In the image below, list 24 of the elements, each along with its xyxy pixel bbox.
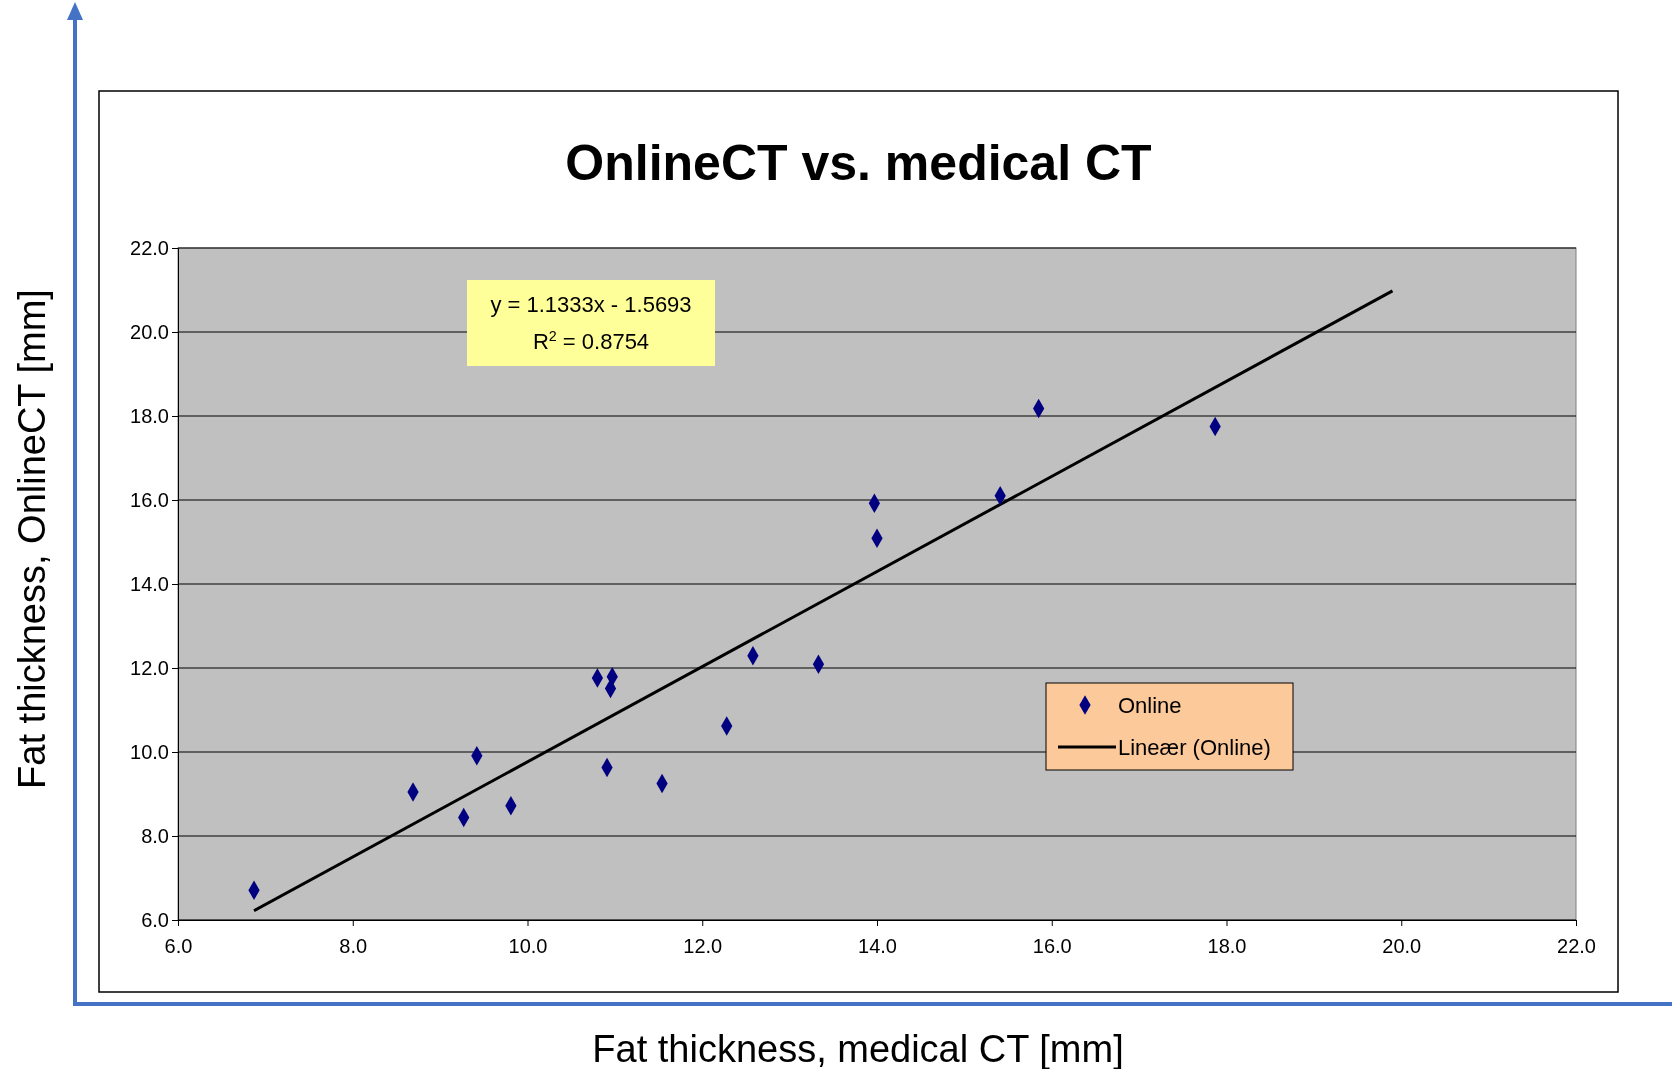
- chart-title: OnlineCT vs. medical CT: [565, 135, 1152, 191]
- legend-label: Lineær (Online): [1118, 735, 1271, 760]
- y-axis-title: Fat thickness, OnlineCT [mm]: [11, 289, 53, 789]
- x-tick-label: 22.0: [1557, 935, 1596, 957]
- x-tick-label: 12.0: [683, 935, 723, 957]
- y-tick-label: 8.0: [141, 824, 169, 847]
- x-tick-label: 10.0: [508, 935, 548, 957]
- y-tick-label: 6.0: [141, 908, 169, 931]
- y-tick-label: 10.0: [130, 740, 169, 763]
- x-tick-label: 6.0: [164, 935, 193, 957]
- y-tick-label: 22.0: [130, 236, 169, 259]
- x-tick-label: 18.0: [1207, 935, 1247, 957]
- annotation: y = 1.1333x - 1.5693: [490, 292, 692, 317]
- y-tick-label: 18.0: [130, 404, 169, 427]
- y-tick-label: 20.0: [130, 320, 169, 343]
- x-tick-label: 8.0: [339, 935, 368, 957]
- x-tick-label: 14.0: [858, 935, 897, 957]
- x-tick-label: 20.0: [1382, 935, 1422, 957]
- y-tick-label: 12.0: [130, 656, 169, 679]
- y-tick-label: 16.0: [130, 488, 169, 511]
- y-tick-label: 14.0: [130, 572, 169, 595]
- x-tick-label: 16.0: [1032, 935, 1072, 957]
- legend-label: Online: [1118, 693, 1182, 718]
- annotation: R$^{2}$ = 0.8754: [532, 328, 650, 354]
